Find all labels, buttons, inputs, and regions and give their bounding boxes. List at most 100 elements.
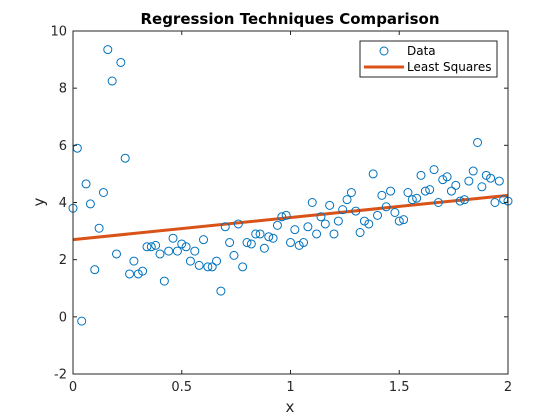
data-point [281, 210, 291, 220]
data-point [246, 239, 256, 249]
data-point [103, 45, 113, 55]
data-point [81, 179, 91, 189]
data-point [412, 193, 422, 203]
data-point [238, 262, 248, 272]
data-point [185, 256, 195, 266]
x-tick-label: 0.5 [171, 380, 192, 395]
data-point [386, 186, 396, 196]
data-point [342, 195, 352, 205]
data-point [85, 199, 95, 209]
data-point [216, 286, 226, 296]
data-point [225, 238, 235, 248]
data-point [490, 198, 500, 207]
data-point [307, 198, 317, 207]
data-point [259, 243, 269, 253]
data-point [381, 202, 391, 212]
legend: Data Least Squares [359, 40, 498, 78]
y-axis-label: y [30, 197, 48, 206]
legend-label-least-squares: Least Squares [407, 60, 491, 74]
data-point [446, 186, 456, 196]
y-tick-label: -2 [54, 368, 67, 383]
data-point [138, 266, 148, 276]
data-point [433, 198, 443, 207]
y-tick-label: 6 [59, 139, 67, 154]
data-point [242, 238, 252, 248]
data-point [194, 260, 204, 270]
data-point [107, 76, 117, 86]
data-point [486, 173, 496, 183]
data-point [286, 238, 295, 248]
data-point [399, 215, 409, 225]
data-point [373, 210, 382, 220]
data-point [190, 246, 200, 256]
data-point [125, 269, 135, 279]
data-point [451, 180, 461, 190]
data-point [468, 166, 478, 176]
data-point [277, 212, 287, 222]
data-point [255, 229, 265, 239]
data-point [403, 187, 413, 197]
data-point [159, 276, 169, 286]
data-point [377, 190, 387, 200]
x-tick-label: 2 [504, 380, 512, 395]
data-point [164, 246, 174, 256]
data-point [155, 249, 165, 259]
data-point [264, 232, 274, 242]
data-point [390, 208, 400, 218]
y-tick-label: 2 [59, 253, 67, 268]
data-point [473, 137, 483, 147]
data-point [90, 265, 100, 275]
data-point [98, 187, 108, 197]
data-point [338, 205, 348, 215]
data-point [429, 165, 439, 175]
data-point [312, 229, 322, 239]
data-point [203, 262, 213, 272]
data-point [407, 195, 417, 205]
data-point [455, 196, 465, 206]
data-point [346, 187, 356, 197]
data-point [425, 185, 435, 195]
data-point [320, 219, 330, 229]
data-point [116, 57, 126, 67]
data-point [351, 206, 361, 216]
data-layer [68, 45, 513, 326]
data-point [272, 220, 282, 230]
x-tick-label: 1 [286, 380, 294, 395]
data-point [229, 250, 239, 260]
y-tick-label: 10 [50, 25, 67, 40]
y-tick-label: 4 [59, 196, 67, 211]
data-point [77, 316, 87, 326]
data-point [233, 219, 243, 229]
data-point [329, 229, 339, 239]
data-point [494, 176, 504, 186]
data-point [290, 225, 300, 235]
data-point [94, 223, 104, 233]
data-point [333, 216, 343, 226]
data-point [299, 238, 309, 248]
y-tick-label: 8 [59, 82, 67, 97]
data-point [394, 216, 404, 226]
data-point [355, 228, 365, 238]
data-point [112, 249, 121, 259]
data-point [364, 219, 374, 229]
data-point [168, 233, 178, 243]
data-point [442, 172, 452, 182]
data-point [251, 229, 261, 239]
data-point [212, 256, 222, 266]
data-point [146, 242, 156, 252]
legend-marker-data [379, 46, 389, 56]
data-point [172, 246, 182, 256]
data-point [303, 222, 313, 232]
data-point [325, 200, 335, 210]
data-point [464, 176, 474, 186]
x-tick-label: 0 [69, 380, 77, 395]
least-squares-line [72, 193, 509, 242]
data-point [477, 182, 487, 192]
data-point [151, 240, 161, 250]
legend-label-data: Data [407, 44, 436, 58]
data-point [220, 222, 230, 232]
chart-title: Regression Techniques Comparison [140, 10, 439, 28]
data-point [129, 256, 139, 266]
